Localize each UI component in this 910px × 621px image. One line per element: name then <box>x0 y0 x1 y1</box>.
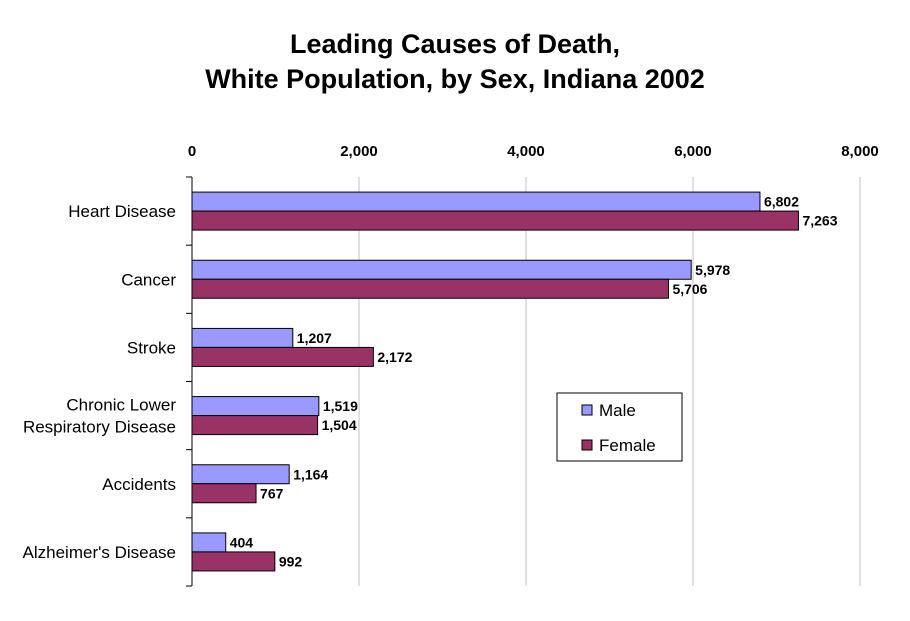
data-label: 6,802 <box>764 194 799 210</box>
legend-swatch <box>581 439 593 451</box>
bar-male <box>191 464 290 485</box>
category-label: Stroke <box>127 338 176 357</box>
bar-female <box>191 210 799 231</box>
bar-male <box>191 532 227 553</box>
data-label: 2,172 <box>377 349 412 365</box>
bar-male <box>191 396 320 417</box>
bar-female <box>191 278 669 299</box>
bar-male <box>191 191 761 212</box>
data-label: 1,207 <box>297 330 332 346</box>
bar-female <box>191 551 276 572</box>
data-label: 1,504 <box>322 417 357 433</box>
category-label: Respiratory Disease <box>23 418 176 437</box>
x-tick-label: 6,000 <box>674 143 712 160</box>
x-tick-label: 4,000 <box>507 143 545 160</box>
bar-female <box>191 346 374 367</box>
x-tick-label: 0 <box>188 143 196 160</box>
data-label: 767 <box>260 485 284 501</box>
category-label: Heart Disease <box>68 202 176 221</box>
data-label: 7,263 <box>802 213 837 229</box>
data-label: 992 <box>279 553 303 569</box>
data-label: 5,978 <box>695 262 730 278</box>
category-label: Alzheimer's Disease <box>23 543 176 562</box>
data-label: 1,164 <box>293 466 328 482</box>
data-label: 5,706 <box>672 281 707 297</box>
category-label: Cancer <box>121 270 176 289</box>
axes <box>186 176 193 587</box>
category-labels: Heart Disease Cancer Stroke Chronic Lower Re… <box>23 202 177 562</box>
legend-box <box>556 392 683 462</box>
x-tick-label: 2,000 <box>340 143 378 160</box>
bar-male <box>191 259 692 280</box>
category-label: Chronic Lower <box>66 396 176 415</box>
chart-title-line: Leading Causes of Death, <box>290 29 620 59</box>
bar-female <box>191 483 257 504</box>
chart-title: Leading Causes of Death, White Population… <box>205 29 705 94</box>
gridlines <box>358 177 861 586</box>
legend-label: Female <box>599 436 656 455</box>
legend-label: Male <box>599 401 636 420</box>
x-tick-labels: 0 2,000 4,000 6,000 8,000 <box>188 143 879 160</box>
data-label: 404 <box>230 534 254 550</box>
bar-male <box>191 327 294 348</box>
legend: Male Female <box>556 392 683 462</box>
legend-swatch <box>581 404 593 416</box>
bars <box>191 191 799 572</box>
data-labels: 6,802 5,978 1,207 1,519 1,164 404 7,263 5,706 2,… <box>230 194 838 570</box>
chart-title-line: White Population, by Sex, Indiana 2002 <box>205 64 705 94</box>
data-label: 1,519 <box>323 398 358 414</box>
x-tick-label: 8,000 <box>841 143 879 160</box>
category-label: Accidents <box>102 475 176 494</box>
bar-female <box>191 415 319 436</box>
